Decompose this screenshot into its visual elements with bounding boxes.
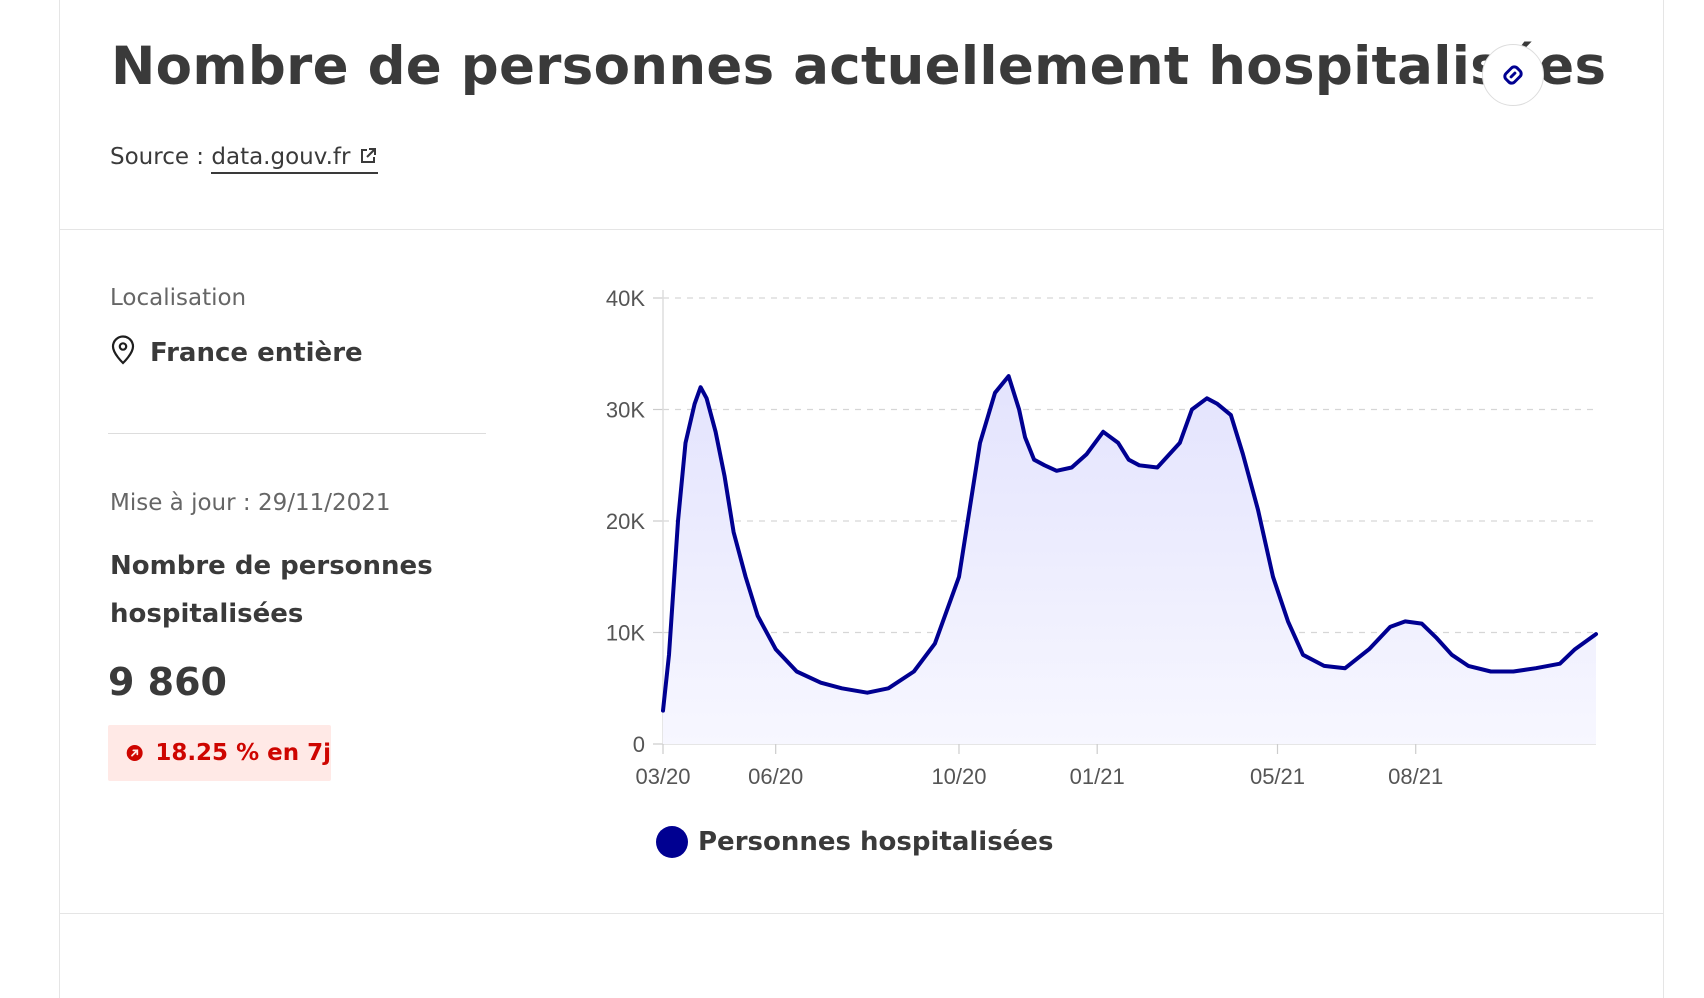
hospitalisation-chart: 0 10K 20K 30K 40K 03/20 06/20 10/20 01/21 05/21 08… (606, 286, 1598, 789)
arrow-up-right-icon (126, 745, 143, 761)
source-line: Source : data.gouv.fr (110, 144, 379, 174)
y-tick-label: 0 (633, 732, 645, 757)
trend-text: 18.25 % en 7j (155, 740, 331, 766)
update-date: Mise à jour : 29/11/2021 (110, 490, 391, 516)
trend-badge: 18.25 % en 7j (108, 725, 331, 781)
y-tick-label: 10K (606, 621, 645, 646)
header-divider (59, 229, 1664, 230)
x-tick-label: 01/21 (1070, 764, 1125, 789)
y-tick-label: 30K (606, 398, 645, 423)
external-link-icon (361, 148, 377, 163)
location-selector[interactable]: France entière (110, 335, 363, 368)
x-tick-label: 08/21 (1388, 764, 1443, 789)
location-label: Localisation (110, 285, 247, 311)
legend-label: Personnes hospitalisées (698, 827, 1054, 857)
indicator-value: 9 860 (108, 660, 227, 704)
copy-link-button[interactable] (1482, 44, 1544, 106)
source-link[interactable]: data.gouv.fr (211, 144, 379, 174)
page-title: Nombre de personnes actuellement hospita… (111, 36, 1607, 97)
y-tick-label: 20K (606, 509, 645, 534)
source-label: Source : (110, 144, 205, 170)
y-tick-label: 40K (606, 286, 645, 311)
card-bottom-divider (59, 913, 1664, 914)
legend-dot (656, 826, 688, 858)
series-area (663, 376, 1596, 744)
chart-card (59, 0, 1664, 998)
source-link-text: data.gouv.fr (211, 144, 351, 170)
map-pin-icon (111, 335, 135, 365)
location-value: France entière (150, 338, 363, 368)
chart-legend[interactable]: Personnes hospitalisées (656, 826, 1053, 858)
x-tick-label: 05/21 (1250, 764, 1305, 789)
indicator-title: Nombre de personnes hospitalisées (110, 551, 433, 629)
x-tick-label: 10/20 (931, 764, 986, 789)
link-icon (1503, 65, 1523, 85)
series-line (661, 374, 1598, 713)
sidebar-divider (108, 433, 486, 434)
x-tick-label: 06/20 (748, 764, 803, 789)
x-tick-label: 03/20 (635, 764, 690, 789)
